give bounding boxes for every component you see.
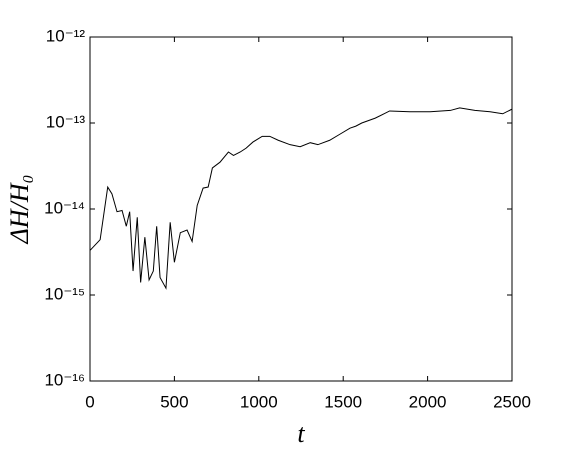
- y-tick-label: 10⁻¹⁶: [44, 370, 85, 389]
- data-line: [89, 107, 513, 290]
- y-tick-label: 10⁻¹²: [46, 26, 86, 45]
- x-tick-label: 1500: [324, 392, 362, 411]
- x-tick-label: 2000: [409, 392, 447, 411]
- y-tick-label: 10⁻¹⁴: [44, 198, 85, 217]
- x-tick-label: 1000: [240, 392, 278, 411]
- x-tick-label: 500: [160, 392, 188, 411]
- y-axis-label: ΔH/H₀: [5, 174, 34, 244]
- plot-frame: [89, 36, 513, 382]
- x-axis-label: t: [297, 419, 305, 448]
- y-tick-label: 10⁻¹⁵: [44, 284, 85, 303]
- x-tick-label: 2500: [493, 392, 531, 411]
- y-tick-label: 10⁻¹³: [46, 112, 86, 131]
- x-tick-label: 0: [85, 392, 94, 411]
